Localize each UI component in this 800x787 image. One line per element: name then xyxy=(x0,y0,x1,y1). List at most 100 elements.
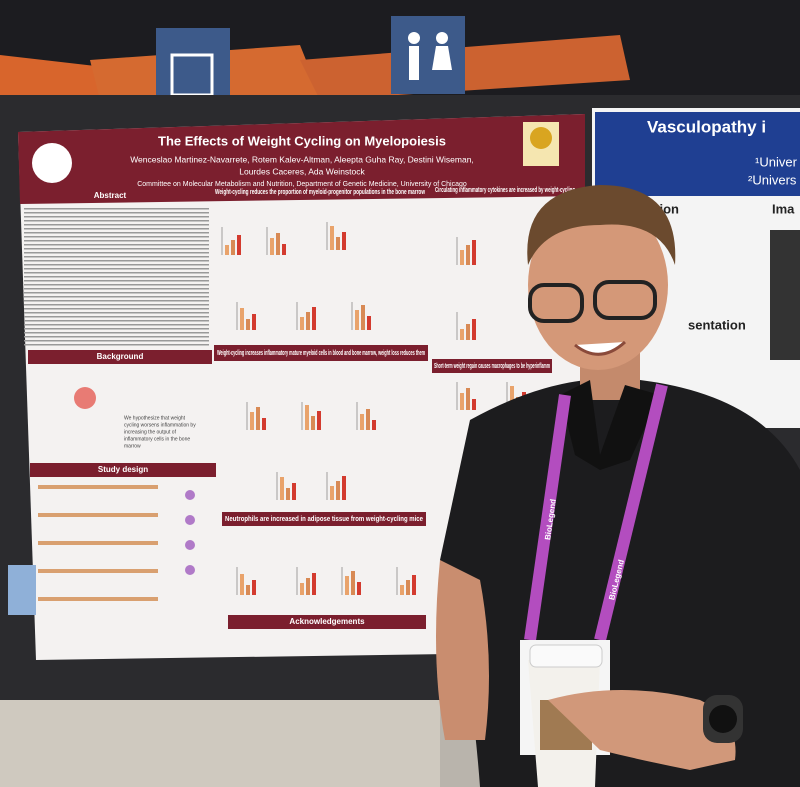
icon xyxy=(408,32,420,44)
poster-detail xyxy=(24,320,209,322)
poster-detail xyxy=(276,233,280,255)
section-title: Short-term weight regain causes macropha… xyxy=(434,363,550,370)
poster-detail xyxy=(351,571,355,595)
poster-detail xyxy=(237,235,241,255)
icon xyxy=(432,46,452,70)
floor xyxy=(0,700,440,787)
poster-authors: Lourdes Caceres, Ada Weinstock xyxy=(239,166,365,176)
poster-detail xyxy=(250,412,254,430)
poster-detail xyxy=(246,585,250,595)
hypothesis-line: marrow xyxy=(124,443,141,449)
poster-detail xyxy=(24,268,209,270)
poster-detail xyxy=(252,580,256,595)
arm xyxy=(436,560,489,740)
poster-detail xyxy=(292,483,296,500)
poster-detail xyxy=(345,576,349,595)
poster-detail xyxy=(306,312,310,330)
poster-detail xyxy=(24,256,209,258)
affiliation: ¹Univer xyxy=(755,154,798,169)
poster-detail xyxy=(400,585,404,595)
poster-detail xyxy=(24,260,209,262)
poster-header xyxy=(595,112,800,196)
sign xyxy=(391,16,465,94)
poster-detail xyxy=(24,244,209,246)
section-title: Neutrophils are increased in adipose tis… xyxy=(225,516,423,523)
section-title: Weight-cycling reduces the proportion of… xyxy=(215,189,425,196)
section-title: Circulating inflammatory cytokines are i… xyxy=(435,187,575,194)
poster-detail xyxy=(38,569,158,573)
hair xyxy=(527,185,676,265)
poster-detail xyxy=(472,319,476,340)
poster-detail xyxy=(300,317,304,330)
poster-detail xyxy=(280,477,284,500)
icon xyxy=(409,46,419,80)
hypothesis: We hypothesize that weight cycling worse… xyxy=(124,415,196,449)
collar xyxy=(560,380,660,470)
poster-detail xyxy=(510,386,514,410)
heading: Ima xyxy=(772,201,795,216)
poster-detail xyxy=(24,280,209,282)
poster-title: Vasculopathy i xyxy=(647,117,766,136)
poster-detail xyxy=(472,240,476,265)
poster-detail xyxy=(24,332,209,334)
poster-detail xyxy=(24,336,209,338)
hypothesis-line: cycling worsens inflammation by xyxy=(124,422,196,428)
poster-detail xyxy=(312,573,316,595)
poster-detail xyxy=(24,312,209,314)
poster-affiliation: Committee on Molecular Metabolism and Nu… xyxy=(137,181,467,188)
poster-detail xyxy=(342,476,346,500)
poster-body xyxy=(24,208,526,601)
poster-detail xyxy=(24,284,209,286)
award xyxy=(530,127,552,149)
poster-detail xyxy=(24,212,209,214)
poster-detail xyxy=(185,515,195,525)
section-title: Background xyxy=(97,352,144,361)
poster-detail xyxy=(24,236,209,238)
poster-detail xyxy=(317,411,321,430)
watch-face xyxy=(709,705,737,733)
poster-detail xyxy=(38,513,158,517)
poster-detail xyxy=(460,393,464,410)
poster-detail xyxy=(306,578,310,595)
poster-detail xyxy=(24,272,209,274)
poster-detail xyxy=(312,307,316,330)
section-bar xyxy=(28,350,212,364)
poster-detail xyxy=(240,574,244,595)
poster-detail xyxy=(24,300,209,302)
heading: sentation xyxy=(688,317,746,332)
glasses xyxy=(593,280,657,320)
poster-title: The Effects of Weight Cycling on Myelopo… xyxy=(158,133,446,148)
poster-detail xyxy=(38,485,158,489)
poster-detail xyxy=(311,416,315,430)
poster-detail xyxy=(185,490,195,500)
poster-detail xyxy=(305,405,309,430)
poster-detail xyxy=(330,226,334,250)
hand xyxy=(548,690,736,770)
poster-detail xyxy=(24,252,209,254)
poster-detail xyxy=(282,244,286,255)
poster-detail xyxy=(225,245,229,255)
poster-detail xyxy=(336,481,340,500)
poster-detail xyxy=(355,310,359,330)
poster-detail xyxy=(24,304,209,306)
cup-lid xyxy=(529,644,603,668)
poster-detail xyxy=(372,420,376,430)
diagram xyxy=(74,387,96,409)
smile xyxy=(574,340,627,356)
poster-detail xyxy=(360,414,364,430)
poster-detail xyxy=(24,224,209,226)
section-title: Weight-cycling increases inflammatory ma… xyxy=(217,350,425,357)
section-bar xyxy=(228,615,426,629)
poster xyxy=(18,114,585,660)
poster-detail xyxy=(24,340,209,342)
poster-detail xyxy=(24,208,209,210)
poster-detail xyxy=(240,308,244,330)
poster-detail xyxy=(24,220,209,222)
poster-detail xyxy=(24,232,209,234)
poster-detail xyxy=(256,407,260,430)
section-bar xyxy=(30,463,216,477)
glasses xyxy=(528,283,584,323)
poster-detail xyxy=(466,245,470,265)
figure xyxy=(770,230,800,360)
